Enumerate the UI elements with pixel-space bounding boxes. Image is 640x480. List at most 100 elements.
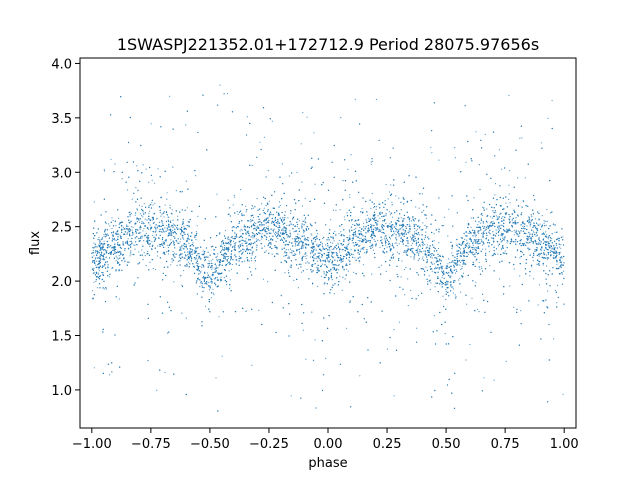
- data-point: [325, 357, 327, 359]
- data-point: [106, 250, 108, 252]
- data-point: [226, 92, 229, 95]
- data-point: [246, 116, 248, 118]
- data-point: [115, 225, 117, 227]
- data-point: [425, 266, 427, 268]
- data-point: [478, 311, 480, 313]
- data-point: [210, 281, 212, 283]
- data-point: [265, 250, 267, 252]
- data-point: [226, 284, 228, 286]
- data-point: [254, 233, 256, 235]
- data-point: [343, 216, 345, 218]
- data-point: [290, 212, 292, 215]
- data-point: [545, 224, 547, 226]
- data-point: [166, 210, 168, 213]
- data-point: [438, 242, 440, 244]
- data-point: [415, 206, 417, 208]
- data-point: [198, 257, 200, 260]
- data-point: [154, 182, 156, 184]
- data-point: [437, 255, 439, 257]
- data-point: [304, 219, 306, 221]
- data-point: [139, 228, 141, 230]
- data-point: [140, 213, 142, 215]
- data-point: [421, 258, 423, 260]
- data-point: [346, 212, 348, 214]
- data-point: [344, 255, 346, 258]
- data-point: [346, 268, 348, 270]
- data-point: [313, 257, 315, 259]
- data-point: [494, 194, 496, 196]
- data-point: [115, 255, 117, 257]
- data-point: [103, 234, 105, 236]
- data-point: [281, 295, 283, 297]
- data-point: [497, 225, 499, 227]
- data-point: [488, 246, 490, 248]
- data-point: [392, 245, 394, 247]
- data-point: [385, 215, 387, 217]
- data-point: [160, 215, 162, 217]
- data-point: [254, 242, 256, 244]
- data-point: [124, 249, 126, 251]
- data-point: [173, 281, 175, 283]
- data-point: [410, 256, 412, 258]
- data-point: [196, 225, 198, 227]
- data-point: [198, 278, 200, 281]
- data-point: [139, 221, 141, 223]
- data-point: [498, 149, 500, 151]
- data-point: [460, 268, 462, 271]
- data-point: [114, 239, 116, 241]
- data-point: [117, 242, 119, 244]
- data-point: [350, 154, 352, 156]
- data-point: [300, 240, 302, 242]
- data-point: [376, 206, 378, 208]
- data-point: [480, 222, 482, 224]
- data-point: [454, 262, 456, 264]
- data-point: [440, 265, 442, 267]
- data-point: [112, 219, 114, 222]
- data-point: [474, 246, 476, 248]
- data-point: [404, 294, 406, 296]
- data-point: [230, 245, 232, 247]
- data-point: [329, 259, 331, 261]
- data-point: [332, 209, 334, 211]
- data-point: [311, 241, 313, 243]
- data-point: [253, 221, 256, 223]
- data-point: [331, 248, 333, 250]
- data-point: [486, 221, 488, 223]
- data-point: [187, 261, 190, 263]
- data-point: [536, 231, 538, 233]
- data-point: [384, 232, 386, 234]
- data-point: [467, 232, 469, 234]
- data-point: [437, 247, 440, 250]
- data-point: [145, 236, 147, 238]
- data-point: [218, 316, 220, 318]
- data-point: [252, 207, 255, 209]
- data-point: [488, 251, 491, 253]
- data-point: [330, 219, 332, 221]
- data-point: [547, 238, 549, 240]
- data-point: [556, 284, 559, 286]
- data-point: [550, 249, 552, 251]
- data-point: [535, 227, 537, 230]
- data-point: [130, 245, 132, 247]
- data-point: [444, 216, 446, 218]
- data-point: [551, 247, 554, 249]
- data-point: [378, 230, 380, 233]
- data-point: [407, 240, 409, 242]
- data-point: [480, 266, 482, 268]
- data-point: [322, 260, 324, 262]
- data-point: [532, 230, 535, 232]
- data-point: [204, 305, 207, 307]
- data-point: [181, 284, 183, 286]
- data-point: [459, 277, 461, 279]
- data-point: [199, 257, 201, 259]
- data-point: [396, 251, 398, 253]
- data-point: [377, 239, 379, 242]
- data-point: [231, 227, 233, 229]
- data-point: [451, 252, 453, 254]
- data-point: [542, 264, 544, 266]
- data-point: [126, 224, 128, 226]
- data-point: [261, 229, 263, 231]
- data-point: [152, 267, 154, 270]
- chart-title: 1SWASPJ221352.01+172712.9 Period 28075.9…: [117, 35, 539, 54]
- data-point: [497, 228, 499, 230]
